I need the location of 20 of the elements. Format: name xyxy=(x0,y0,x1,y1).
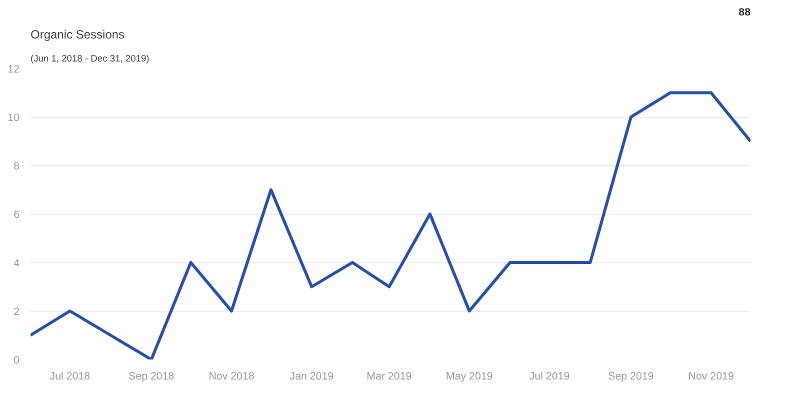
y-tick-label: 10 xyxy=(8,112,20,124)
x-tick-label: Jul 2019 xyxy=(529,370,570,382)
x-tick-label: Sep 2018 xyxy=(128,370,174,382)
x-tick-label: Jan 2019 xyxy=(290,370,334,382)
y-tick-label: 8 xyxy=(14,160,20,172)
x-tick-label: Jul 2018 xyxy=(50,370,90,382)
x-tick-label: Sep 2019 xyxy=(608,370,654,382)
x-tick-label: Mar 2019 xyxy=(366,370,412,382)
text: 88 xyxy=(738,6,751,18)
y-tick-label: 12 xyxy=(8,64,20,76)
chart-title: Organic Sessions xyxy=(30,28,125,42)
y-tick-label: 0 xyxy=(14,354,20,366)
x-tick-label: Nov 2019 xyxy=(688,370,734,382)
y-tick-label: 6 xyxy=(14,209,20,221)
y-tick-label: 2 xyxy=(14,306,20,318)
x-tick-label: Nov 2018 xyxy=(208,370,254,382)
chart-subtitle: (Jun 1, 2018 - Dec 31, 2019) xyxy=(30,54,150,64)
x-tick-label: May 2019 xyxy=(446,370,493,382)
line-series xyxy=(30,91,750,360)
y-tick-label: 4 xyxy=(14,258,20,270)
